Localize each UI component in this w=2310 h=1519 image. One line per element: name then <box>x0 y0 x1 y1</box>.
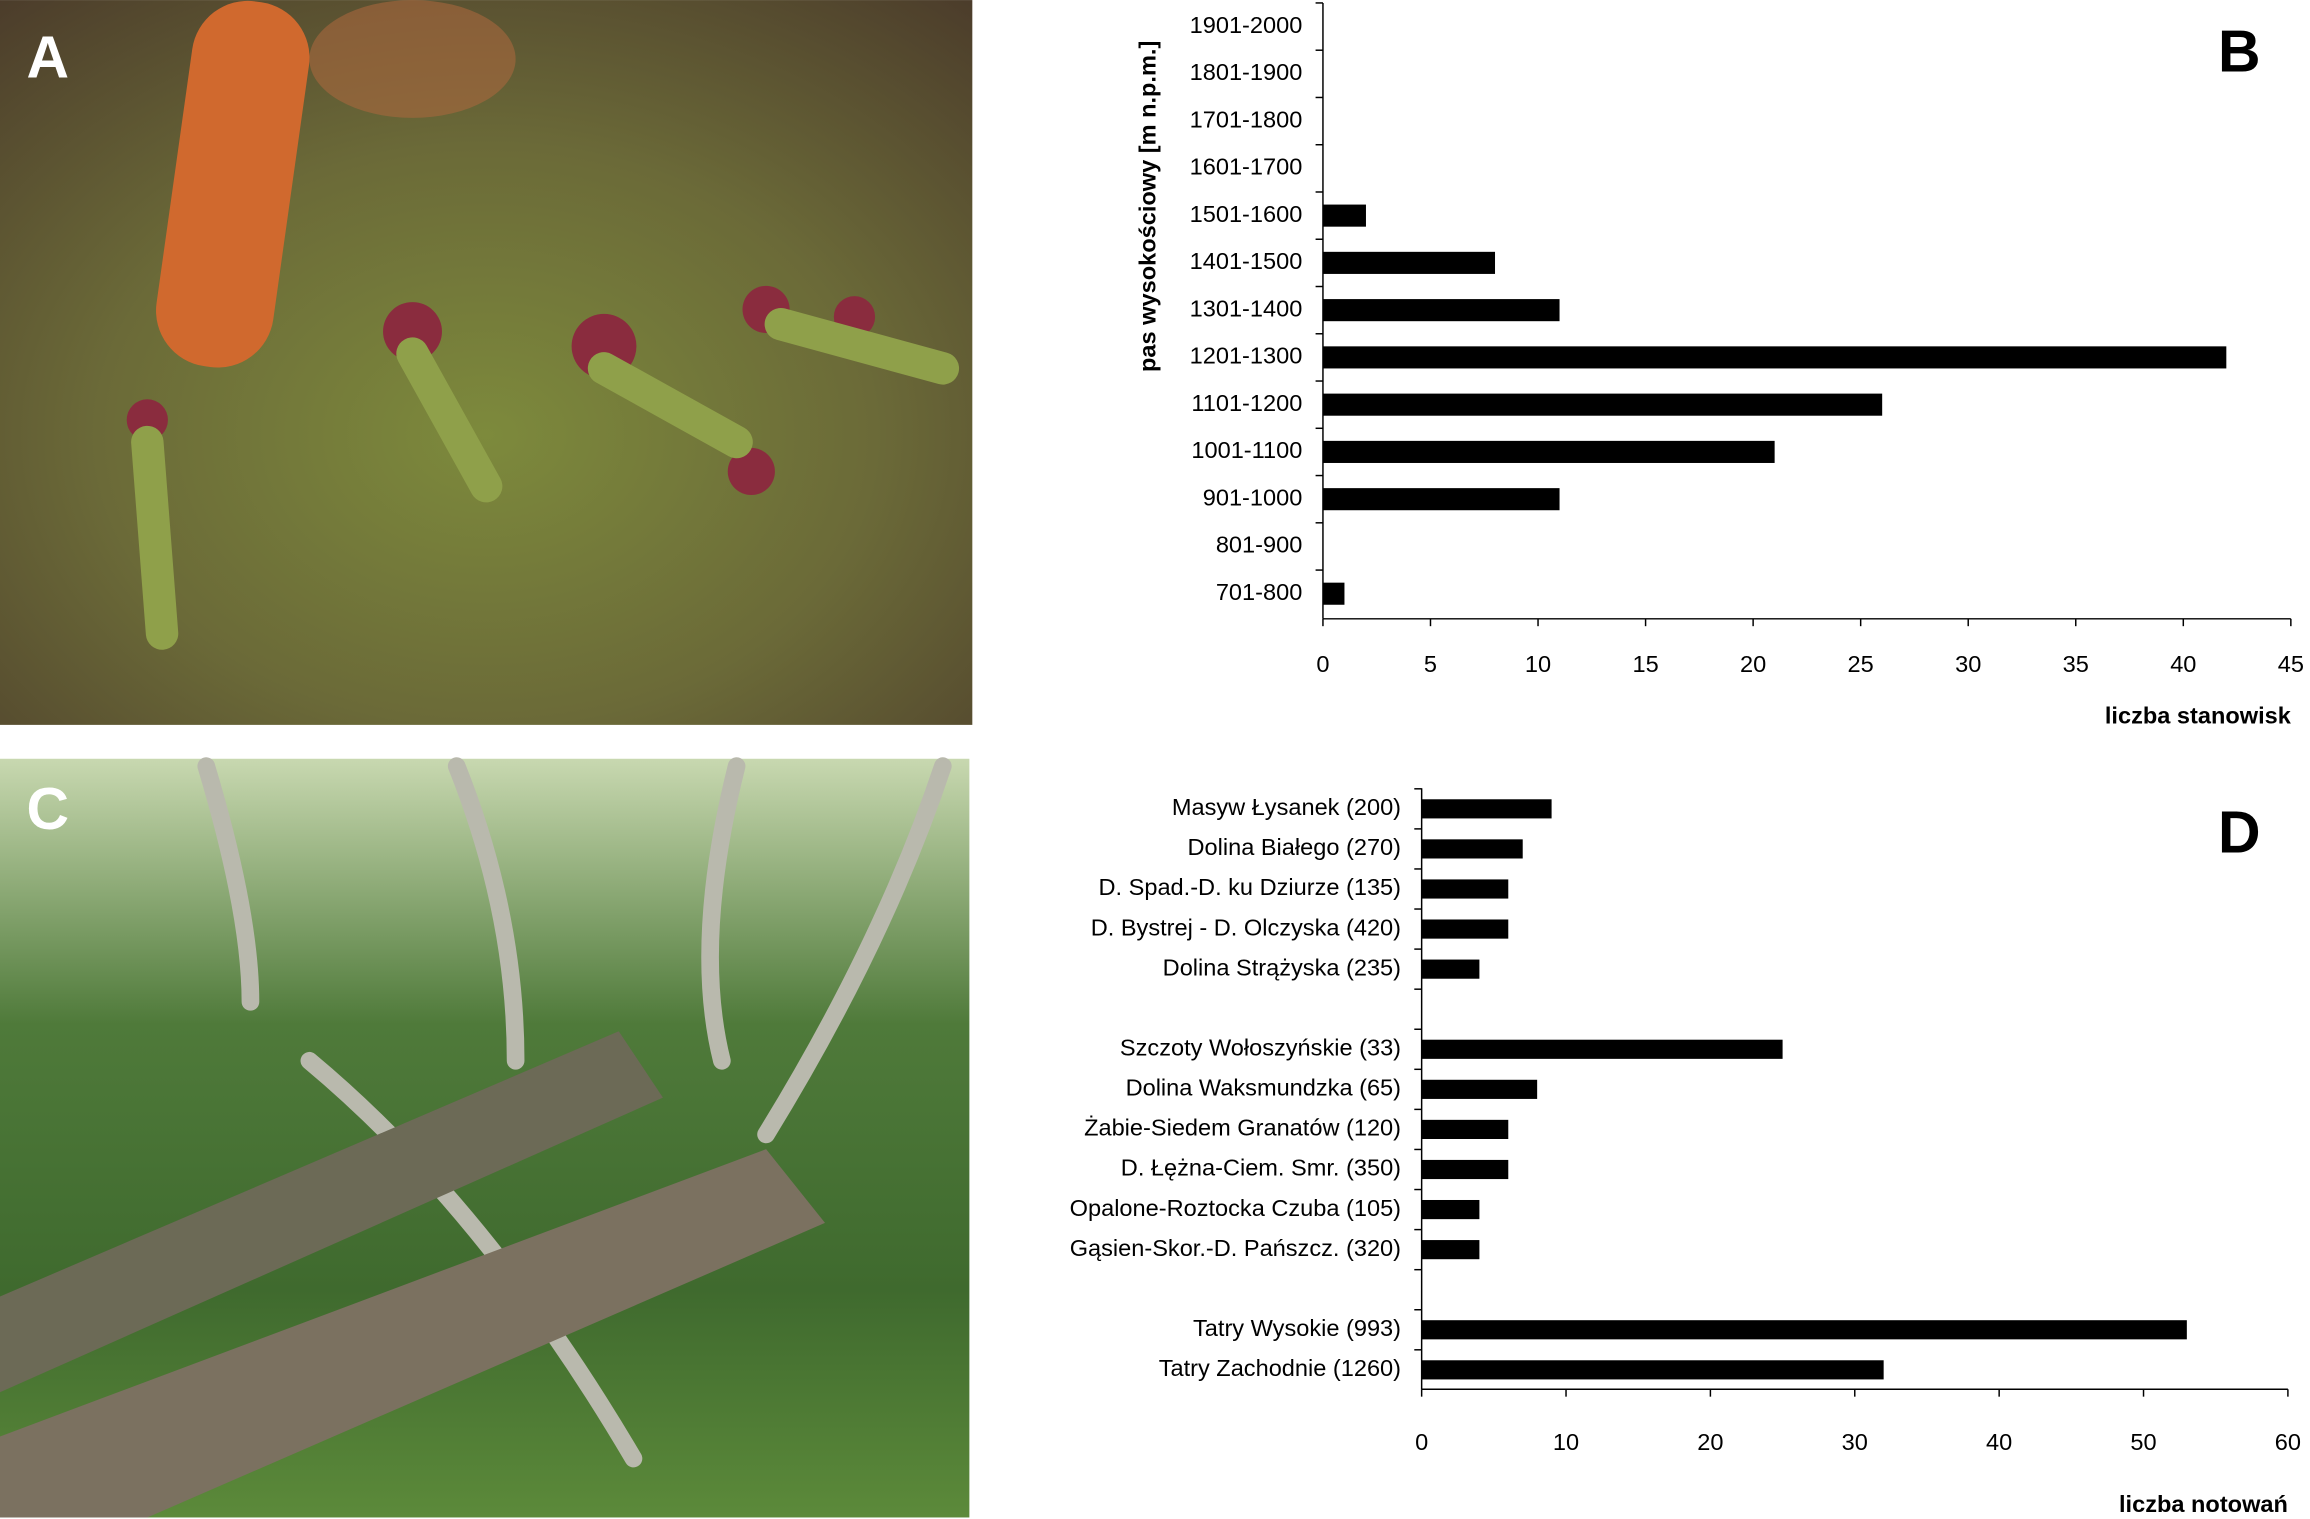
panel-label: A <box>27 25 70 90</box>
x-tick-label: 25 <box>1848 651 1874 677</box>
y-tick-label: Szczoty Wołoszyńskie (33) <box>1120 1035 1401 1061</box>
y-tick-label: D. Łężna-Ciem. Smr. (350) <box>1121 1155 1401 1181</box>
y-tick-label: Dolina Białego (270) <box>1188 834 1402 860</box>
y-tick-label: Tatry Wysokie (993) <box>1193 1315 1401 1341</box>
bar <box>1322 393 1883 416</box>
bar <box>1322 582 1345 605</box>
x-tick-label: 45 <box>2278 651 2304 677</box>
y-tick-label: Opalone-Roztocka Czuba (105) <box>1070 1195 1401 1221</box>
bar <box>1322 346 2227 369</box>
y-tick-label: Tatry Zachodnie (1260) <box>1159 1355 1401 1381</box>
panel-label: D <box>2218 800 2261 865</box>
bar <box>1421 919 1509 939</box>
y-tick-label: Masyw Łysanek (200) <box>1172 794 1401 820</box>
x-tick-label: 0 <box>1316 651 1329 677</box>
x-tick-label: 40 <box>1986 1429 2012 1455</box>
y-tick-label: 1501-1600 <box>1190 201 1303 227</box>
y-tick-label: 1101-1200 <box>1191 390 1302 416</box>
y-tick-label: Gąsien-Skor.-D. Pańszcz. (320) <box>1070 1235 1401 1261</box>
bar <box>1421 1360 1884 1380</box>
x-axis-label: liczba stanowisk <box>2105 703 2292 729</box>
y-tick-label: 1301-1400 <box>1190 295 1303 321</box>
x-tick-label: 10 <box>1553 1429 1579 1455</box>
bar <box>1421 1039 1783 1059</box>
x-axis-label: liczba notowań <box>2119 1491 2288 1517</box>
bar <box>1421 1320 2187 1340</box>
bar <box>1421 1079 1538 1099</box>
y-tick-label: 1701-1800 <box>1190 106 1303 132</box>
bar <box>1421 839 1523 859</box>
x-tick-label: 5 <box>1424 651 1437 677</box>
y-tick-label: 1601-1700 <box>1190 154 1303 180</box>
bar <box>1421 1240 1480 1260</box>
y-tick-label: Żabie-Siedem Granatów (120) <box>1084 1115 1401 1141</box>
bar <box>1421 879 1509 899</box>
x-tick-label: 30 <box>1955 651 1981 677</box>
bar <box>1421 799 1552 819</box>
bar <box>1322 204 1366 227</box>
y-tick-label: Dolina Strążyska (235) <box>1163 954 1401 980</box>
x-tick-label: 50 <box>2130 1429 2156 1455</box>
y-tick-label: Dolina Waksmundzka (65) <box>1126 1075 1401 1101</box>
panel-label: B <box>2218 20 2261 85</box>
y-tick-label: 1401-1500 <box>1190 248 1303 274</box>
bar <box>1322 251 1496 274</box>
photo-c: C <box>0 757 970 1518</box>
photo-a: A <box>0 0 973 725</box>
bar <box>1421 1159 1509 1180</box>
y-tick-label: 1901-2000 <box>1190 12 1303 38</box>
bar <box>1421 1199 1480 1220</box>
x-tick-label: 30 <box>1842 1429 1868 1455</box>
x-tick-label: 60 <box>2275 1429 2301 1455</box>
x-tick-label: 20 <box>1697 1429 1723 1455</box>
bar <box>1421 959 1480 979</box>
x-tick-label: 40 <box>2170 651 2196 677</box>
y-axis-label: pas wysokościowy [m n.p.m.] <box>1134 41 1160 372</box>
y-tick-label: D. Spad.-D. ku Dziurze (135) <box>1099 874 1402 900</box>
y-tick-label: 901-1000 <box>1203 484 1303 510</box>
x-tick-label: 10 <box>1525 651 1551 677</box>
y-tick-label: D. Bystrej - D. Olczyska (420) <box>1091 914 1401 940</box>
bar <box>1322 488 1560 511</box>
y-tick-label: 801-900 <box>1216 532 1302 558</box>
x-tick-label: 0 <box>1415 1429 1428 1455</box>
y-tick-label: 1001-1100 <box>1191 437 1302 463</box>
panel-label: C <box>27 777 70 842</box>
y-tick-label: 701-800 <box>1216 579 1302 605</box>
y-tick-label: 1801-1900 <box>1190 59 1303 85</box>
bar <box>1322 440 1775 463</box>
x-tick-label: 15 <box>1632 651 1658 677</box>
x-tick-label: 35 <box>2063 651 2089 677</box>
bar <box>1322 299 1560 322</box>
x-tick-label: 20 <box>1740 651 1766 677</box>
bar <box>1421 1119 1509 1139</box>
y-tick-label: 1201-1300 <box>1190 343 1303 369</box>
